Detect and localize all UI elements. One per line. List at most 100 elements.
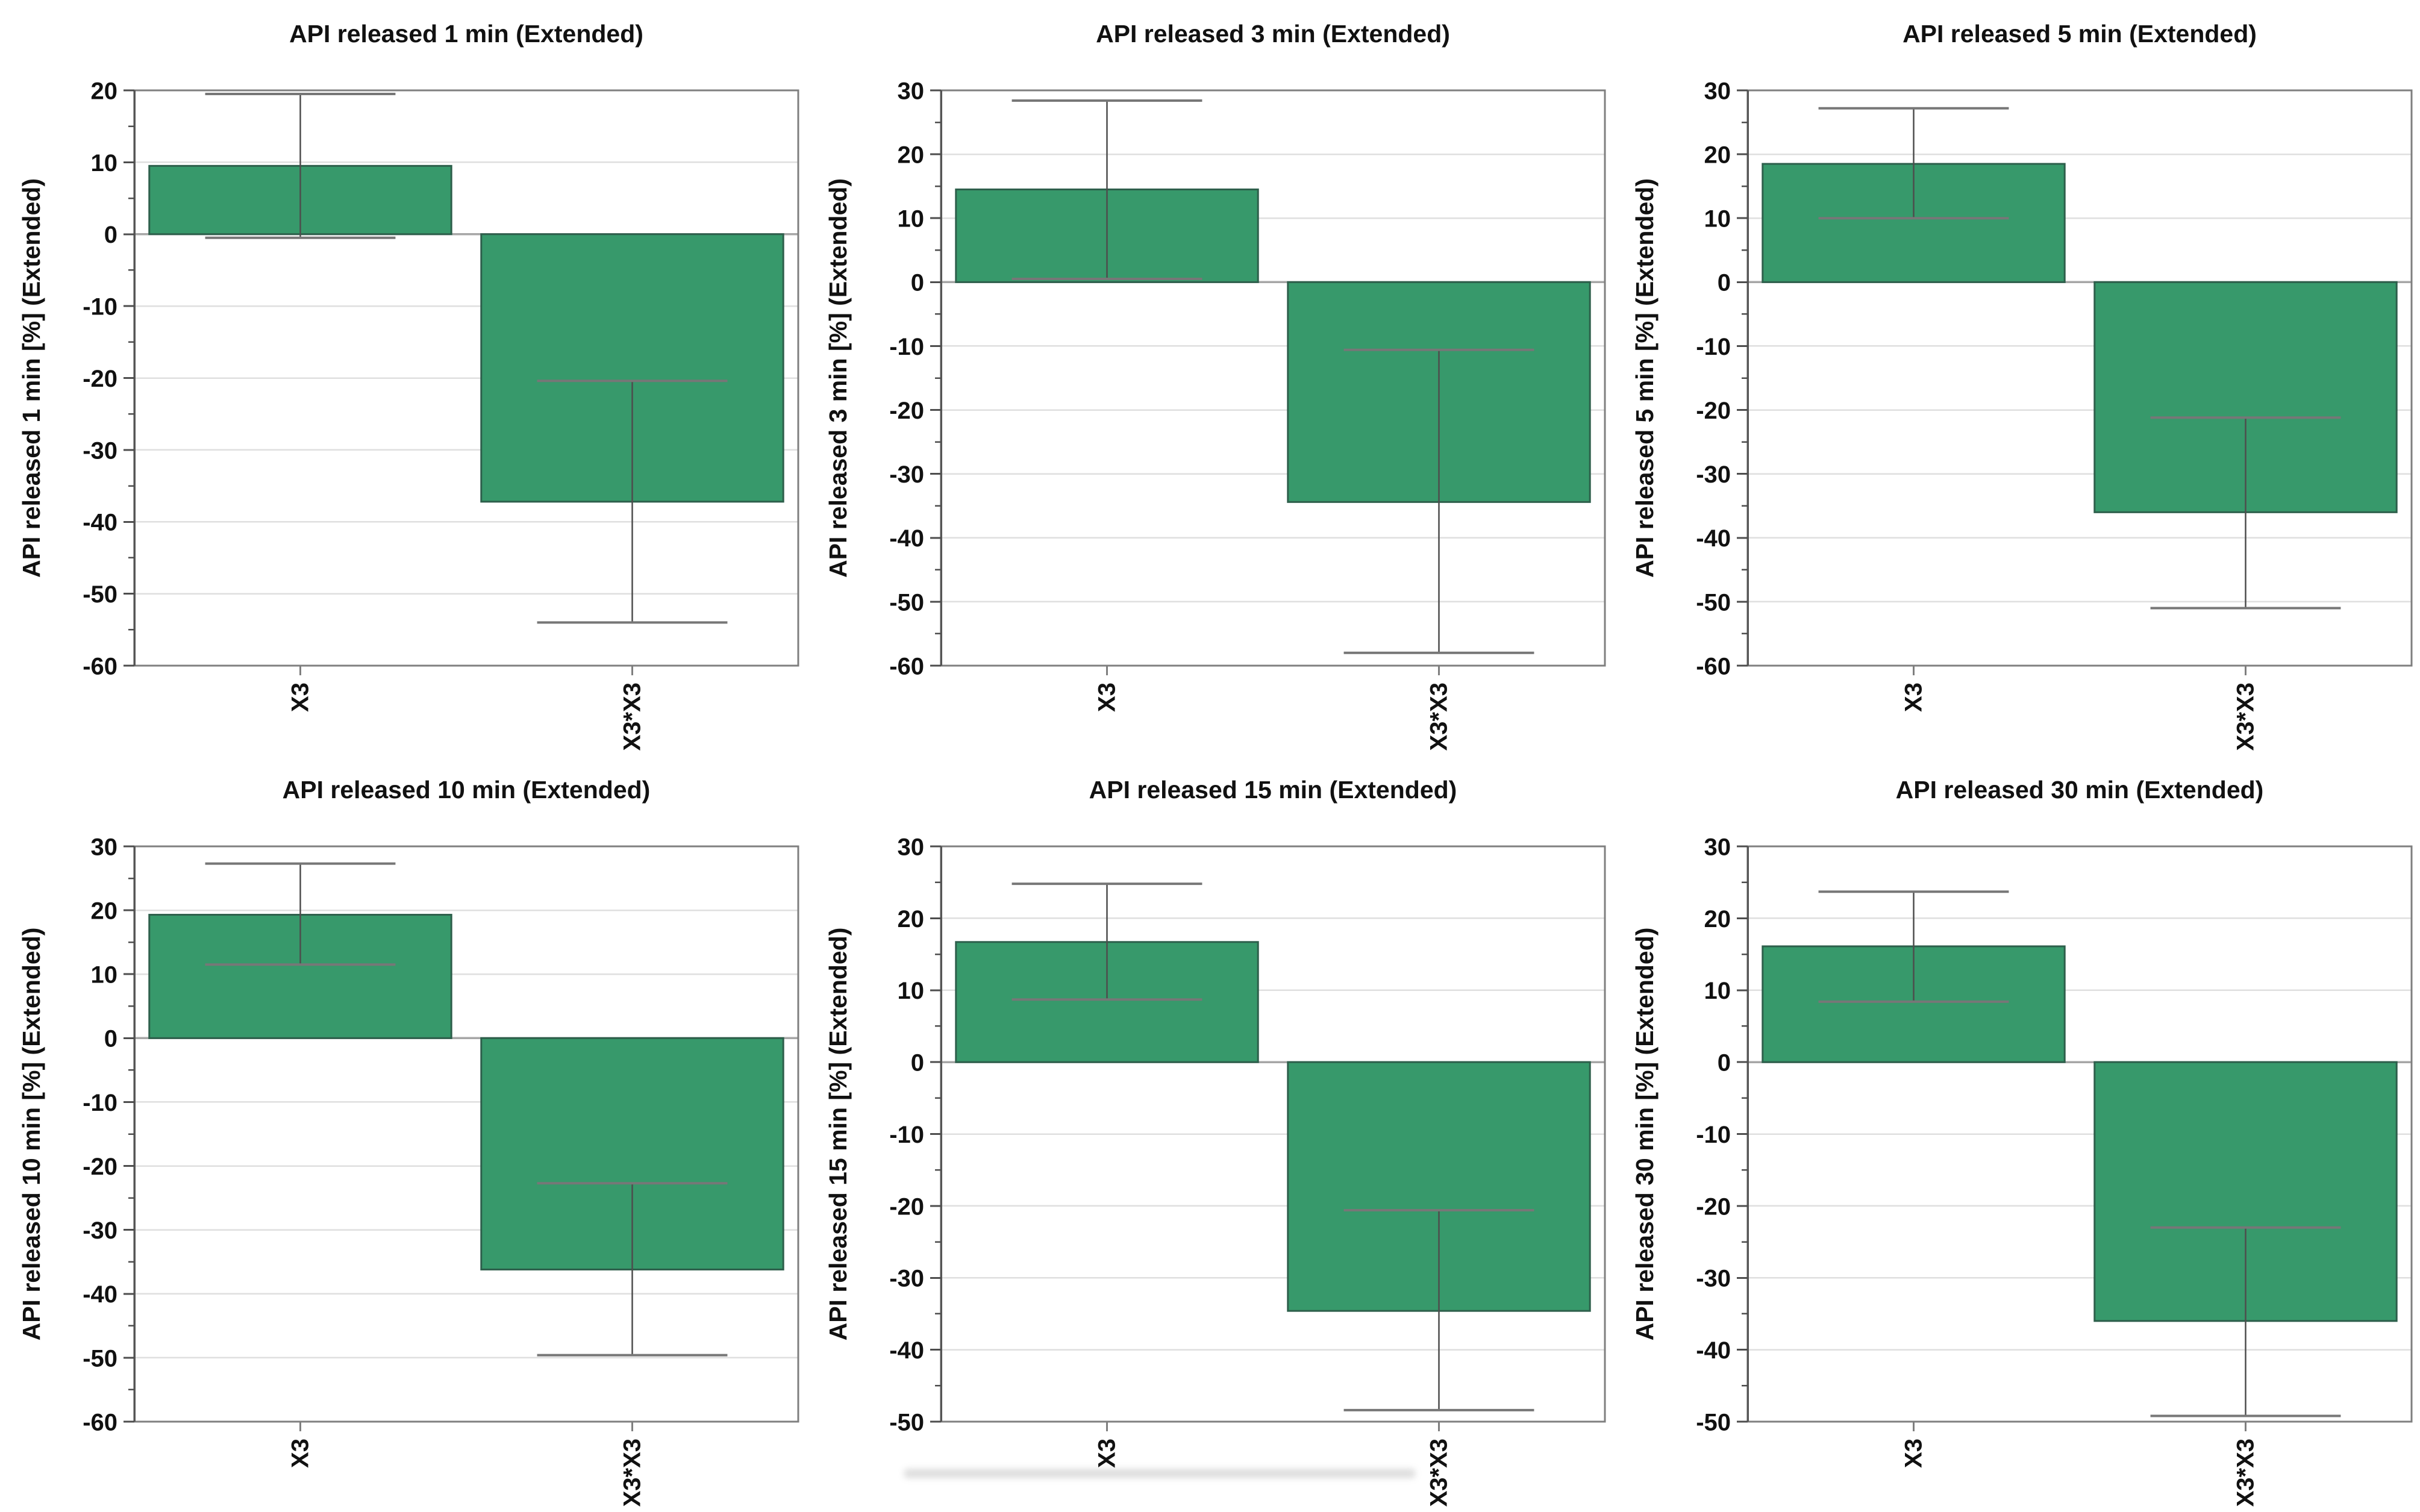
x-tick-label: X3 bbox=[287, 1439, 314, 1468]
y-tick-label: 0 bbox=[1718, 1050, 1731, 1076]
chart-cell-10-min: -60 -50 -40 -30 -20 -10 0 10 20 30 X3 X3*X3 API rele… bbox=[0, 756, 807, 1512]
y-tick-label: 10 bbox=[1704, 978, 1731, 1004]
error-bar-x3 bbox=[205, 92, 396, 239]
y-tick-label: -50 bbox=[1696, 1409, 1731, 1435]
y-tick-label: 20 bbox=[91, 78, 118, 104]
y-axis-ticks: -50 -40 -30 -20 -10 0 10 20 30 bbox=[889, 834, 941, 1435]
y-tick-label: -40 bbox=[83, 510, 117, 536]
y-tick-label: 10 bbox=[898, 978, 925, 1004]
error-bar-x3 bbox=[1818, 107, 2009, 220]
y-tick-label: -30 bbox=[83, 437, 117, 464]
y-tick-label: 0 bbox=[104, 1026, 117, 1052]
y-axis-title: API released 15 min [%] (Extended) bbox=[824, 928, 852, 1341]
y-tick-label: -10 bbox=[83, 1090, 117, 1116]
y-tick-label: -50 bbox=[1696, 589, 1731, 616]
chart-title: API released 3 min (Extended) bbox=[1096, 20, 1450, 48]
y-tick-label: 0 bbox=[911, 270, 924, 296]
y-tick-label: -50 bbox=[889, 589, 924, 616]
y-tick-label: -50 bbox=[889, 1409, 924, 1435]
y-axis-ticks: -60 -50 -40 -30 -20 -10 0 10 20 30 bbox=[83, 834, 134, 1435]
y-axis-ticks: -60 -50 -40 -30 -20 -10 0 10 20 30 bbox=[1696, 78, 1748, 679]
y-tick-label: -60 bbox=[83, 653, 117, 679]
x-axis-ticks: X3 X3*X3 bbox=[287, 1422, 646, 1507]
y-tick-label: 30 bbox=[898, 834, 925, 860]
chart-cell-15-min: -50 -40 -30 -20 -10 0 10 20 30 X3 X3*X3 API release… bbox=[807, 756, 1613, 1512]
y-tick-label: -20 bbox=[889, 1193, 924, 1220]
y-tick-label: -30 bbox=[83, 1217, 117, 1244]
error-bar-x3 bbox=[1011, 99, 1202, 281]
x-tick-label: X3*X3 bbox=[619, 1439, 646, 1507]
y-tick-label: -30 bbox=[1696, 461, 1731, 488]
x-tick-label: X3*X3 bbox=[619, 683, 646, 751]
chart-10-min: -60 -50 -40 -30 -20 -10 0 10 20 30 X3 X3*X3 API rele… bbox=[17, 776, 799, 1507]
y-axis-ticks: -60 -50 -40 -30 -20 -10 0 10 20 bbox=[83, 78, 134, 679]
y-tick-label: -20 bbox=[1696, 1193, 1731, 1220]
x-tick-label: X3*X3 bbox=[2233, 1439, 2259, 1507]
y-axis-title: API released 5 min [%] (Extended) bbox=[1631, 178, 1659, 578]
y-tick-label: 20 bbox=[91, 898, 118, 925]
x-tick-label: X3*X3 bbox=[1426, 683, 1452, 751]
y-axis-title: API released 1 min [%] (Extended) bbox=[17, 178, 45, 578]
y-tick-label: -30 bbox=[1696, 1266, 1731, 1292]
error-bar-x3-x3 bbox=[537, 1182, 728, 1357]
error-bar-x3-x3 bbox=[1343, 348, 1534, 654]
y-tick-label: 20 bbox=[898, 906, 925, 933]
chart-cell-30-min: -50 -40 -30 -20 -10 0 10 20 30 X3 X3*X3 API release… bbox=[1613, 756, 2420, 1512]
y-tick-label: 20 bbox=[1704, 906, 1731, 933]
x-axis-ticks: X3 X3*X3 bbox=[1094, 666, 1452, 751]
y-tick-label: -50 bbox=[83, 581, 117, 608]
y-tick-label: -10 bbox=[889, 1122, 924, 1148]
x-tick-label: X3 bbox=[1901, 683, 1927, 712]
chart-3-min: -60 -50 -40 -30 -20 -10 0 10 20 30 X3 X3*X3 API rele… bbox=[824, 20, 1606, 751]
y-tick-label: 30 bbox=[898, 78, 925, 104]
y-tick-label: 30 bbox=[1704, 834, 1731, 860]
y-tick-label: 20 bbox=[898, 142, 925, 169]
chart-30-min: -50 -40 -30 -20 -10 0 10 20 30 X3 X3*X3 API release… bbox=[1631, 776, 2413, 1507]
chart-cell-1-min: -60 -50 -40 -30 -20 -10 0 10 20 X3 X3*X3 API releas… bbox=[0, 0, 807, 756]
x-tick-label: X3 bbox=[1094, 1439, 1121, 1468]
x-axis-ticks: X3 X3*X3 bbox=[1094, 1422, 1452, 1507]
y-tick-label: -60 bbox=[889, 653, 924, 679]
chart-cell-5-min: -60 -50 -40 -30 -20 -10 0 10 20 30 X3 X3*X3 API rele… bbox=[1613, 0, 2420, 756]
y-tick-label: -40 bbox=[889, 1337, 924, 1364]
y-tick-label: -40 bbox=[889, 525, 924, 552]
y-tick-label: -60 bbox=[1696, 653, 1731, 679]
chart-title: API released 1 min (Extended) bbox=[289, 20, 643, 48]
y-tick-label: -10 bbox=[1696, 334, 1731, 360]
error-bar-x3-x3 bbox=[1343, 1209, 1534, 1411]
y-tick-label: -20 bbox=[83, 1154, 117, 1180]
x-tick-label: X3 bbox=[287, 683, 314, 712]
y-tick-label: 30 bbox=[91, 834, 118, 860]
y-tick-label: -20 bbox=[1696, 398, 1731, 424]
y-tick-label: -40 bbox=[83, 1281, 117, 1308]
y-tick-label: 0 bbox=[1718, 270, 1731, 296]
chart-title: API released 15 min (Extended) bbox=[1089, 776, 1457, 804]
y-tick-label: -10 bbox=[1696, 1122, 1731, 1148]
y-tick-label: 10 bbox=[91, 962, 118, 989]
y-tick-label: -40 bbox=[1696, 1337, 1731, 1364]
y-tick-label: -20 bbox=[889, 398, 924, 424]
x-axis-ticks: X3 X3*X3 bbox=[1901, 1422, 2259, 1507]
x-tick-label: X3 bbox=[1901, 1439, 1927, 1468]
error-bar-x3 bbox=[1011, 883, 1202, 1001]
chart-title: API released 10 min (Extended) bbox=[283, 776, 651, 804]
x-tick-label: X3*X3 bbox=[1426, 1439, 1452, 1507]
y-tick-label: -10 bbox=[889, 334, 924, 360]
y-tick-label: 30 bbox=[1704, 78, 1731, 104]
y-tick-label: -60 bbox=[83, 1409, 117, 1435]
y-tick-label: -10 bbox=[83, 294, 117, 320]
y-tick-label: 10 bbox=[1704, 206, 1731, 233]
y-axis-ticks: -60 -50 -40 -30 -20 -10 0 10 20 30 bbox=[889, 78, 941, 679]
y-tick-label: 0 bbox=[911, 1050, 924, 1076]
error-bar-x3-x3 bbox=[2150, 1226, 2341, 1417]
y-tick-label: 0 bbox=[104, 222, 117, 248]
chart-cell-3-min: -60 -50 -40 -30 -20 -10 0 10 20 30 X3 X3*X3 API rele… bbox=[807, 0, 1613, 756]
chart-1-min: -60 -50 -40 -30 -20 -10 0 10 20 X3 X3*X3 API releas… bbox=[17, 20, 799, 751]
error-bar-x3-x3 bbox=[537, 380, 728, 624]
y-axis-title: API released 10 min [%] (Extended) bbox=[17, 928, 45, 1341]
y-tick-label: -50 bbox=[83, 1345, 117, 1372]
x-axis-ticks: X3 X3*X3 bbox=[1901, 666, 2259, 751]
chart-5-min: -60 -50 -40 -30 -20 -10 0 10 20 30 X3 X3*X3 API rele… bbox=[1631, 20, 2413, 751]
